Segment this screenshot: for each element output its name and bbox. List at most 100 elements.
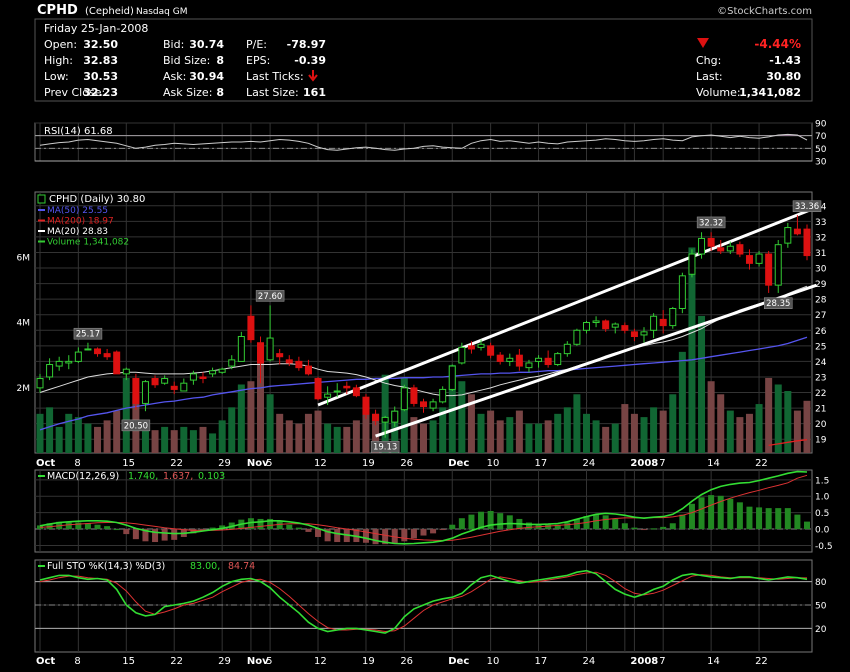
macd-histogram-bar — [152, 529, 159, 543]
quote-mid-value: 30.94 — [189, 70, 224, 83]
candle-body — [582, 322, 590, 331]
stochastic-legend-label: Full STO %K(14,3) %D(3) — [47, 561, 165, 572]
price-annotation-box — [73, 327, 103, 340]
legend-entry: Volume 1,341,082 — [47, 238, 129, 248]
price-annotation-box — [763, 297, 793, 309]
volume-bar — [745, 413, 753, 453]
volume-bar — [247, 381, 255, 453]
x-tick-label: 29 — [218, 458, 231, 469]
volume-bar — [688, 247, 696, 453]
volume-bar — [314, 410, 322, 453]
candle-body — [467, 345, 475, 350]
macd-histogram-bar — [190, 529, 197, 534]
macd-histogram-bar — [113, 529, 120, 531]
volume-bar — [352, 420, 360, 453]
candle-body — [180, 382, 188, 392]
volume-bar — [74, 417, 82, 453]
macd-histogram-bar — [794, 514, 801, 530]
volume-bar — [467, 394, 475, 453]
macd-histogram-bar — [257, 518, 264, 530]
candle-body — [544, 357, 552, 366]
y-tick-label: 29 — [815, 280, 827, 290]
volume-bar — [391, 410, 399, 453]
macd-histogram-bar — [641, 529, 648, 531]
macd-histogram-bar — [372, 529, 379, 545]
candle-body — [362, 396, 370, 415]
volume-bar — [218, 420, 226, 453]
candle-body — [745, 255, 753, 264]
price-annotation-label: 27.60 — [258, 292, 282, 302]
volume-bar — [189, 430, 197, 453]
volume-bar — [372, 413, 380, 453]
candle-body — [333, 390, 341, 393]
macd-histogram-bar — [506, 515, 513, 530]
volume-axis-label: 4M — [17, 319, 31, 329]
candle-body — [170, 385, 178, 390]
volume-bar — [630, 413, 638, 453]
candle-body — [726, 245, 734, 252]
price-annotation-box — [121, 419, 151, 432]
volume-bar — [420, 423, 427, 453]
brand-link[interactable]: ©StockCharts.com — [717, 6, 812, 17]
ma20-line — [39, 285, 808, 397]
candle-body — [132, 378, 140, 404]
y-tick-label: 19 — [815, 436, 827, 446]
macd-histogram-bar — [650, 528, 657, 530]
quote-mid2-label: Last Size: — [246, 86, 299, 99]
macd-histogram-bar — [430, 529, 437, 534]
candle-body — [803, 228, 811, 257]
stochastic-k-line — [39, 569, 808, 634]
volume-bar — [266, 394, 274, 453]
y-tick-label: 50 — [815, 145, 827, 155]
x-tick-label: 10 — [487, 458, 500, 469]
candle-body — [487, 345, 495, 356]
quote-date: Friday 25-Jan-2008 — [44, 22, 148, 35]
y-tick-label: 26 — [815, 327, 827, 337]
macd-histogram-bar — [727, 498, 734, 530]
candle-body — [209, 370, 217, 375]
volume-bar — [650, 407, 658, 453]
volume-bar — [774, 384, 782, 453]
y-tick-label: 20 — [815, 625, 827, 635]
volume-bar — [621, 404, 629, 453]
candle-legend-icon — [37, 194, 46, 204]
macd-histogram-bar — [75, 522, 82, 530]
volume-bar — [324, 423, 332, 453]
volume-bar — [46, 407, 54, 453]
x-tick-label: 22 — [755, 656, 768, 667]
quote-mid2: P/E: -78.97 EPS: -0.39 Last Ticks: Last Size:… — [246, 38, 326, 99]
candle-body — [439, 388, 447, 403]
candle-body — [372, 413, 380, 422]
y-tick-label: 30 — [815, 158, 827, 168]
macd-histogram-bar — [487, 511, 494, 530]
stochastic-legend-value: 83.00, — [190, 561, 220, 572]
candle-body — [602, 320, 610, 330]
macd-histogram-bar — [449, 524, 456, 530]
macd-histogram-bar — [554, 524, 561, 530]
quote-left-value: 30.53 — [83, 70, 118, 83]
volume-bar — [285, 420, 293, 453]
macd-histogram-bar — [295, 527, 302, 530]
volume-bar — [659, 410, 667, 453]
macd-histogram-bar — [324, 529, 331, 542]
x-tick-label: 26 — [400, 458, 413, 469]
candle-body — [381, 416, 389, 423]
quote-right-value: -4.44% — [754, 37, 801, 51]
macd-histogram-bar — [669, 523, 676, 530]
quote-left-label: Prev Close: — [44, 86, 105, 99]
stochastic-legend-value: 84.74 — [228, 561, 255, 572]
quote-left-value: 32.23 — [83, 86, 118, 99]
candle-body — [161, 378, 169, 384]
candle-body — [74, 351, 82, 362]
y-tick-label: 33 — [815, 218, 826, 228]
macd-histogram-bar — [161, 529, 168, 541]
macd-histogram-bar — [84, 523, 91, 530]
candle-body — [122, 368, 130, 375]
x-tick-label: 10 — [487, 656, 500, 667]
volume-bar — [429, 420, 437, 453]
quote-right-value: -1.43 — [769, 54, 801, 67]
macd-legend-value: 1.637, — [163, 471, 193, 482]
x-tick-label: 22 — [170, 458, 183, 469]
macd-histogram-bar — [267, 518, 274, 530]
quote-right-label: Last: — [696, 70, 723, 83]
